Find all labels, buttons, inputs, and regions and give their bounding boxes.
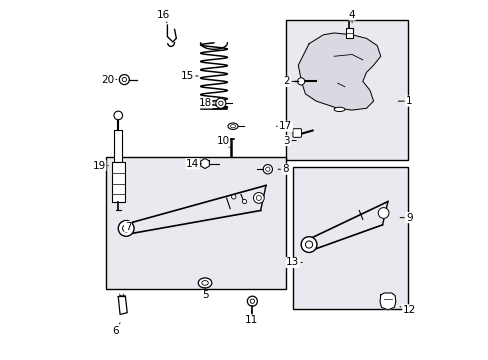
Text: 5: 5 — [202, 288, 208, 301]
FancyBboxPatch shape — [112, 162, 124, 202]
Text: 16: 16 — [157, 10, 170, 23]
Bar — [292, 167, 407, 309]
Circle shape — [378, 208, 388, 219]
Circle shape — [119, 75, 129, 85]
FancyBboxPatch shape — [114, 130, 122, 162]
FancyBboxPatch shape — [292, 129, 301, 137]
Text: 20: 20 — [101, 75, 117, 85]
Circle shape — [265, 167, 269, 171]
Circle shape — [218, 101, 223, 105]
Circle shape — [247, 296, 257, 306]
Circle shape — [122, 225, 129, 232]
Circle shape — [250, 299, 254, 303]
Text: 18: 18 — [198, 98, 214, 108]
Polygon shape — [200, 158, 209, 168]
Text: 1: 1 — [398, 96, 412, 106]
Text: 3: 3 — [283, 136, 296, 145]
Polygon shape — [298, 33, 380, 110]
Ellipse shape — [198, 278, 211, 288]
Polygon shape — [118, 297, 127, 315]
Circle shape — [253, 193, 264, 203]
Text: 4: 4 — [348, 10, 355, 23]
Ellipse shape — [202, 280, 208, 285]
Circle shape — [256, 195, 261, 201]
Text: 8: 8 — [278, 164, 288, 174]
Ellipse shape — [230, 125, 235, 128]
Circle shape — [263, 165, 272, 174]
Text: 9: 9 — [399, 213, 412, 222]
Circle shape — [305, 241, 312, 248]
FancyBboxPatch shape — [345, 28, 352, 38]
Text: 12: 12 — [399, 305, 415, 315]
Text: 6: 6 — [112, 323, 120, 336]
Text: 2: 2 — [283, 76, 296, 86]
Bar — [106, 157, 285, 289]
Circle shape — [297, 78, 304, 85]
Text: 17: 17 — [276, 121, 292, 131]
Circle shape — [118, 221, 134, 236]
Text: 19: 19 — [92, 161, 108, 171]
Text: 14: 14 — [185, 159, 201, 169]
Circle shape — [231, 195, 235, 199]
Text: 15: 15 — [180, 71, 198, 81]
Text: 7: 7 — [124, 222, 134, 231]
Polygon shape — [379, 293, 395, 310]
Circle shape — [242, 199, 246, 204]
Text: 11: 11 — [244, 310, 258, 325]
Text: 13: 13 — [285, 257, 302, 267]
Bar — [285, 21, 407, 160]
Ellipse shape — [333, 107, 344, 112]
Ellipse shape — [227, 123, 238, 130]
Circle shape — [301, 237, 316, 252]
Circle shape — [114, 111, 122, 120]
Circle shape — [122, 77, 126, 82]
Text: 10: 10 — [216, 136, 229, 147]
Circle shape — [215, 98, 225, 108]
